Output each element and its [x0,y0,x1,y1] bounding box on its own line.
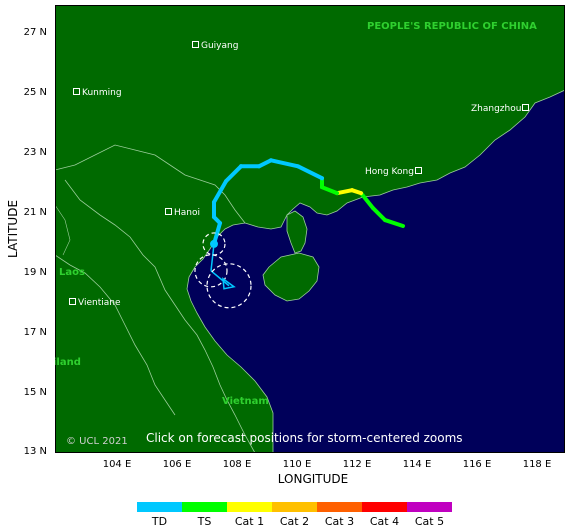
forecast-track-line [210,270,230,287]
legend-swatch [362,502,407,512]
legend-label: Cat 2 [279,515,310,528]
lat-tick-label: 21 N [23,207,47,218]
forecast-triangle-icon[interactable] [222,277,236,290]
legend-swatch [182,502,227,512]
lat-tick-label: 23 N [23,147,47,158]
border-laos-thailand [55,254,176,416]
lat-tick-label: 13 N [23,446,47,457]
x-axis-title: LONGITUDE [277,472,349,486]
legend-swatch [272,502,317,512]
city-label: Kunming [82,88,122,98]
border-vietnam-laos [64,179,256,453]
lon-tick-label: 112 E [342,459,372,470]
copyright-text: © UCL 2021 [66,436,128,447]
city-vientiane[interactable]: Vientiane [69,298,121,308]
city-guiyang[interactable]: Guiyang [192,41,238,51]
region-label-vietnam: Vietnam [222,396,269,407]
track-segment [224,164,243,184]
track-segment [335,188,354,196]
lat-tick-label: 25 N [23,87,47,98]
legend-swatch [137,502,182,512]
legend-label: TD [151,515,168,528]
lat-tick-label: 27 N [23,27,47,38]
lon-tick-label: 116 E [462,459,492,470]
border-china-vietnam [55,144,246,224]
city-zhangzhou[interactable]: Zhangzhou [471,104,530,114]
legend-swatch [227,502,272,512]
lat-tick-label: 19 N [23,267,47,278]
city-kunming[interactable]: Kunming [73,88,122,98]
track-segment [257,158,273,169]
lon-tick-label: 110 E [282,459,312,470]
current-position-marker[interactable] [210,239,218,248]
forecast-layer[interactable] [194,232,252,309]
legend-label: Cat 3 [324,515,355,528]
city-label: Guiyang [201,41,239,51]
region-label-china: PEOPLE'S REPUBLIC OF CHINA [367,21,537,32]
legend-label: TS [197,515,212,528]
lon-tick-label: 114 E [402,459,432,470]
track-segment [320,185,339,196]
storm-track-map[interactable] [55,5,565,453]
legend-swatch [317,502,362,512]
land-hainan [262,252,320,302]
forecast-uncertainty-circle[interactable] [194,254,228,288]
city-marker-icon [192,41,199,48]
legend-swatch [407,502,452,512]
forecast-uncertainty-circle[interactable] [206,263,252,309]
land-leizhou [286,210,308,254]
map-frame[interactable]: PEOPLE'S REPUBLIC OF CHINA Laos Vietnam … [55,5,565,453]
track-segment [383,218,405,229]
track-segment [296,164,324,181]
city-marker-icon [165,208,172,215]
city-marker-icon [69,298,76,305]
legend-item-ts: TS [182,502,227,528]
legend-item-cat4: Cat 4 [362,502,407,528]
y-axis-title: LATITUDE [6,199,20,258]
legend-label: Cat 4 [369,515,400,528]
track-segment [212,179,228,205]
track-segment [371,206,387,223]
city-hanoi[interactable]: Hanoi [165,208,200,218]
legend-item-td: TD [137,502,182,528]
legend-item-cat5: Cat 5 [407,502,452,528]
lon-tick-label: 104 E [102,459,132,470]
border-river [55,204,71,256]
city-label: Hong Kong [365,167,414,177]
legend-item-cat1: Cat 1 [227,502,272,528]
lon-tick-label: 108 E [222,459,252,470]
legend-label: Cat 5 [414,515,445,528]
intensity-legend: TD TS Cat 1 Cat 2 Cat 3 Cat 4 Cat 5 [137,502,452,528]
forecast-instruction-text: Click on forecast positions for storm-ce… [146,431,463,445]
lat-tick-label: 17 N [23,327,47,338]
legend-item-cat3: Cat 3 [317,502,362,528]
track-segment [269,158,300,169]
region-label-laos: Laos [59,267,85,278]
lon-tick-label: 118 E [522,459,552,470]
city-label: Hanoi [174,208,200,218]
city-marker-icon [522,104,530,111]
lat-tick-label: 15 N [23,387,47,398]
map-border [55,5,565,453]
lon-tick-label: 106 E [162,459,192,470]
track-segment [359,191,375,211]
city-marker-icon [73,88,80,95]
city-hong-kong[interactable]: Hong Kong [365,167,422,177]
legend-item-cat2: Cat 2 [272,502,317,528]
city-label: Vientiane [78,298,121,308]
legend-label: Cat 1 [234,515,265,528]
region-label-thailand: iland [55,357,81,368]
city-label: Zhangzhou [471,104,522,114]
city-marker-icon [414,167,422,174]
forecast-track-line [210,243,215,271]
